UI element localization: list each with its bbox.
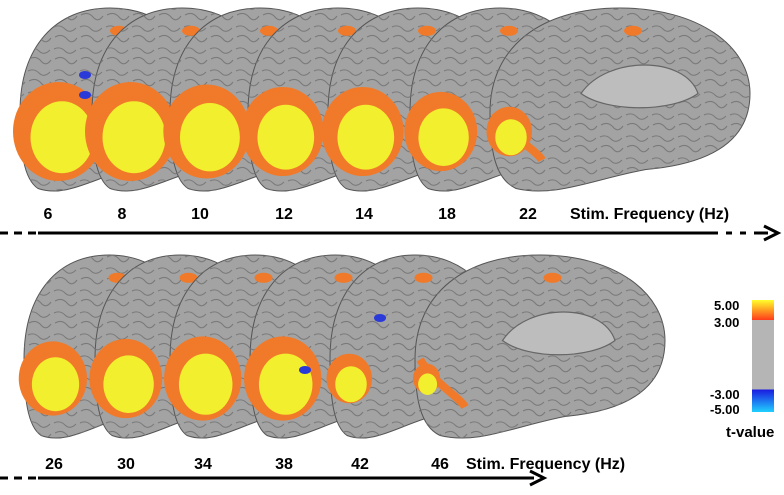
colorbar-tick: -5.00 xyxy=(710,402,740,417)
activation-strong xyxy=(178,353,233,415)
activation-strong xyxy=(179,103,240,172)
activation-negative xyxy=(79,91,91,99)
axis-label-top: Stim. Frequency (Hz) xyxy=(570,206,730,223)
activation-weak xyxy=(414,272,433,283)
brain-slice xyxy=(412,254,666,439)
freq-label: 46 xyxy=(431,456,449,473)
freq-label: 12 xyxy=(275,206,293,223)
colorbar-title: t-value xyxy=(726,424,775,441)
activation-strong xyxy=(258,353,313,415)
freq-label: 8 xyxy=(117,206,127,223)
activation-strong xyxy=(495,119,527,156)
brain-slice xyxy=(486,7,751,192)
activation-weak xyxy=(624,25,642,36)
freq-label: 30 xyxy=(117,456,135,473)
activation-strong xyxy=(337,104,395,170)
freq-label: 42 xyxy=(351,456,369,473)
axis-arrowhead xyxy=(763,224,782,242)
activation-weak xyxy=(500,25,518,36)
activation-strong xyxy=(31,357,80,412)
colorbar-tick: 3.00 xyxy=(714,315,740,330)
freq-label: 10 xyxy=(191,206,209,223)
activation-strong xyxy=(30,101,94,174)
activation-weak xyxy=(182,25,200,36)
activation-weak xyxy=(334,272,353,283)
colorbar-tick: -3.00 xyxy=(710,387,740,402)
activation-weak xyxy=(179,272,198,283)
freq-label: 6 xyxy=(43,206,53,223)
freq-label: 34 xyxy=(194,456,212,473)
freq-label: 22 xyxy=(519,206,537,223)
axis-label-bottom: Stim. Frequency (Hz) xyxy=(466,456,626,473)
panel-bottom xyxy=(18,254,666,439)
activation-weak xyxy=(543,272,562,283)
freq-label: 38 xyxy=(275,456,293,473)
colorbar-tick: 5.00 xyxy=(714,298,740,313)
activation-strong xyxy=(257,104,315,170)
axis-arrowhead xyxy=(529,469,548,487)
freq-label: 18 xyxy=(438,206,456,223)
freq-label: 26 xyxy=(45,456,63,473)
activation-negative xyxy=(299,366,311,374)
activation-weak xyxy=(338,25,356,36)
activation-negative xyxy=(79,71,91,79)
panel-top xyxy=(13,7,751,192)
activation-strong xyxy=(418,108,469,166)
activation-weak xyxy=(260,25,278,36)
corpus-callosum xyxy=(580,64,699,109)
freq-label: 14 xyxy=(355,206,373,223)
activation-weak xyxy=(418,25,436,36)
colorbar-gradient xyxy=(752,300,774,412)
activation-strong xyxy=(103,355,154,414)
activation-strong xyxy=(418,373,438,396)
corpus-callosum xyxy=(501,311,616,356)
colorbar xyxy=(752,300,774,412)
activation-strong xyxy=(102,101,166,174)
activation-negative xyxy=(374,314,386,322)
activation-strong xyxy=(335,366,367,403)
activation-weak xyxy=(254,272,273,283)
